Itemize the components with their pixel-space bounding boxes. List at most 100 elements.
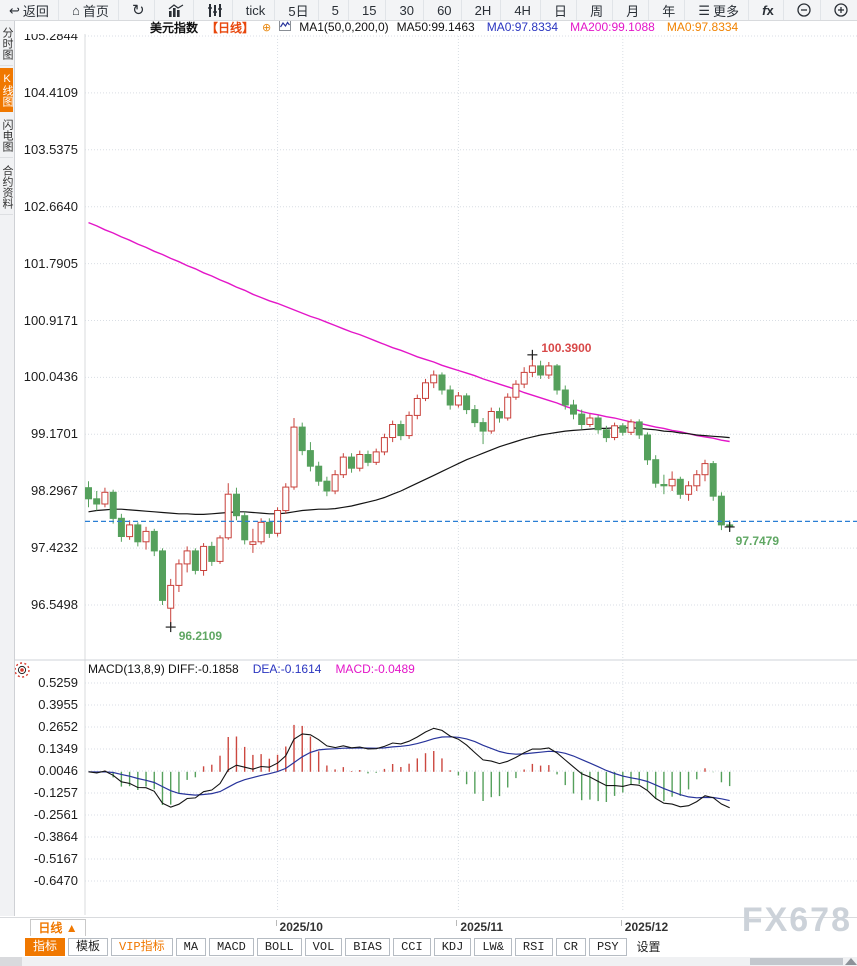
period-5-label: 5: [331, 2, 339, 18]
sidebar-item-time-chart[interactable]: 分时图: [0, 22, 13, 66]
top-toolbar: ↩ 返回 ⌂ 首页 ↻ tick 5日 5 15 30 60 2H 4H 日 周 月 年 ☰ 更多 fx: [0, 0, 857, 21]
period-week-label: 周: [590, 3, 604, 19]
macd-histogram: [96, 724, 731, 805]
tool-rsi[interactable]: RSI: [514, 937, 553, 956]
period-4h[interactable]: 4H: [505, 0, 541, 20]
chart-type-candle-button[interactable]: [198, 0, 233, 20]
circle-plus-icon[interactable]: ⊕: [262, 21, 272, 34]
month-label: 2025/10: [275, 920, 340, 934]
sidebar-item-kline-chart[interactable]: K线图: [0, 68, 13, 112]
candles-group: [85, 354, 734, 628]
ma-value-2: MA200:99.1088: [570, 20, 655, 34]
period-year[interactable]: 年: [653, 0, 686, 20]
period-60[interactable]: 60: [428, 0, 462, 20]
tool-cci[interactable]: CCI: [393, 937, 431, 956]
period-selector[interactable]: 日线 ▲: [30, 919, 86, 937]
chart-type-bar-button[interactable]: [159, 0, 194, 20]
ma-value-1: MA0:97.8334: [486, 20, 559, 34]
indicator-sun-icon[interactable]: [13, 661, 31, 684]
period-4h-label: 4H: [514, 2, 531, 18]
main-axis-label: 97.4232: [31, 540, 78, 556]
tool-template[interactable]: 模板: [68, 937, 109, 956]
tool-cr[interactable]: CR: [555, 937, 586, 956]
tool-boll[interactable]: BOLL: [256, 937, 302, 956]
macd-header-item-2: MACD:-0.0489: [335, 662, 415, 676]
high-price-label: 100.3900: [541, 340, 592, 355]
tick-button[interactable]: tick: [237, 0, 276, 20]
macd-axis-label: 0.0046: [38, 763, 78, 778]
more-button-label: 更多: [713, 3, 740, 19]
ma-settings: MA1(50,0,200,0): [299, 20, 389, 34]
last-price-label: 97.7479: [735, 533, 780, 548]
diff-line: [88, 727, 730, 809]
macd-axis-label: 0.5259: [38, 675, 78, 690]
sidebar-item-lightning-chart[interactable]: 闪电图: [0, 114, 13, 158]
macd-axis-label: -0.6470: [33, 873, 78, 888]
back-button-label: 返回: [22, 3, 49, 19]
home-button[interactable]: ⌂ 首页: [63, 0, 119, 20]
tool-ma[interactable]: MA: [175, 937, 207, 956]
period-5[interactable]: 5: [323, 0, 349, 20]
macd-header-item-1: DEA:-0.1614: [252, 662, 322, 676]
symbol-period: 【日线】: [206, 20, 255, 35]
tool-vip-indicator[interactable]: VIP指标: [111, 937, 173, 956]
period-month-label: 月: [626, 3, 640, 19]
period-5d[interactable]: 5日: [279, 0, 319, 20]
period-day[interactable]: 日: [545, 0, 578, 20]
tool-lwr[interactable]: LW&: [474, 937, 512, 956]
period-30-label: 30: [399, 2, 414, 18]
bottom-toolbar: 指标 模板 VIP指标 MA MACD BOLL VOL BIAS CCI KDJ LW& RSI CR…: [0, 936, 857, 957]
ma50-line: [88, 427, 730, 516]
tool-vol[interactable]: VOL: [304, 937, 343, 956]
left-sidebar: 分时图 K线图闪电图合约资料: [0, 20, 15, 916]
ma-value-3: MA0:97.8334: [666, 20, 739, 34]
zoom-in-button[interactable]: [825, 0, 857, 20]
home-button-label: 首页: [82, 3, 109, 19]
bottom-strip: [0, 957, 857, 966]
main-axis-label: 99.1701: [31, 426, 78, 442]
main-axis-label: 103.5375: [23, 141, 78, 157]
scroll-up-arrow-icon[interactable]: [845, 958, 857, 965]
horizontal-scrollbar[interactable]: [750, 958, 843, 965]
period-60-label: 60: [437, 2, 452, 18]
period-year-label: 年: [662, 3, 676, 19]
macd-axis-label: -0.2561: [33, 807, 78, 822]
symbol-name: 美元指数: [150, 20, 199, 35]
macd-axis-label: -0.5167: [33, 851, 78, 866]
zoom-out-button[interactable]: [788, 0, 821, 20]
xaxis-row: 日线 ▲ 2025/10 2025/11 2025/12: [0, 917, 857, 937]
period-15[interactable]: 15: [353, 0, 387, 20]
back-button[interactable]: ↩ 返回: [0, 0, 59, 20]
period-30[interactable]: 30: [391, 0, 424, 20]
tool-bias[interactable]: BIAS: [345, 937, 391, 956]
sidebar-item-contract-info[interactable]: 合约资料: [0, 160, 13, 215]
period-2h-label: 2H: [474, 2, 492, 18]
main-axis-label: 101.7905: [23, 255, 78, 271]
tick-button-label: tick: [245, 2, 266, 18]
low-price-label: 96.2109: [178, 629, 223, 644]
macd-axis-label: -0.3864: [33, 829, 78, 844]
tool-settings[interactable]: 设置: [629, 938, 668, 955]
tool-psy[interactable]: PSY: [588, 937, 627, 956]
tool-indicator[interactable]: 指标: [25, 937, 66, 956]
main-axis-label: 102.6640: [23, 198, 78, 214]
main-axis-label: 98.2967: [31, 483, 78, 499]
macd-header: MACD(13,8,9) DIFF:-0.1858 DEA:-0.1614 MACD…: [88, 662, 415, 676]
period-2h[interactable]: 2H: [466, 0, 502, 20]
ma-value-0: MA50:99.1463: [396, 20, 475, 34]
tool-macd[interactable]: MACD: [209, 937, 254, 956]
more-button[interactable]: ☰ 更多: [689, 0, 750, 20]
period-day-label: 日: [554, 3, 568, 19]
ma-values: MA50:99.1463 MA0:97.8334 MA200:99.1088 MA0:…: [397, 20, 739, 34]
tool-kdj[interactable]: KDJ: [433, 937, 472, 956]
fx-button[interactable]: fx: [753, 0, 784, 20]
period-month[interactable]: 月: [617, 0, 650, 20]
macd-axis-label: -0.1257: [33, 784, 78, 800]
corner-box: [0, 957, 22, 966]
refresh-button[interactable]: ↻: [123, 0, 155, 20]
period-week[interactable]: 周: [581, 0, 614, 20]
month-label: 2025/11: [456, 920, 520, 934]
main-axis-label: 96.5498: [31, 597, 78, 612]
